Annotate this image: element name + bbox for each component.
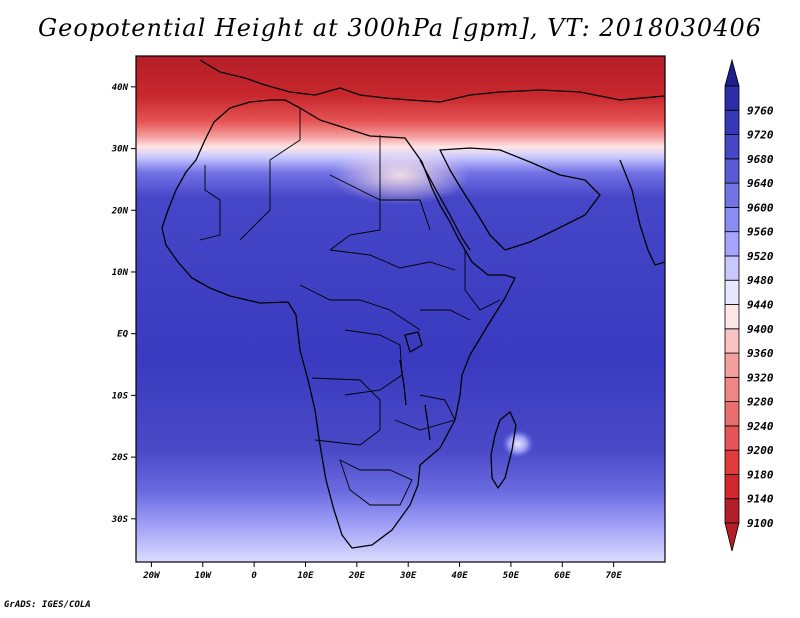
y-tick-label: 10N bbox=[112, 268, 129, 278]
colorbar-label: 9400 bbox=[747, 323, 774, 336]
y-tick-label: 20N bbox=[111, 206, 129, 216]
colorbar-segment bbox=[724, 449, 740, 475]
colorbar-label: 9200 bbox=[747, 444, 774, 457]
y-tick-label: EQ bbox=[117, 330, 128, 340]
x-tick-label: 40E bbox=[451, 571, 468, 581]
x-tick-label: 70E bbox=[606, 571, 623, 581]
y-tick-label: 40N bbox=[112, 83, 129, 93]
colorbar-label: 9760 bbox=[747, 104, 774, 117]
colorbar-label: 9140 bbox=[747, 493, 774, 506]
colorbar-label: 9100 bbox=[747, 517, 774, 530]
colorbar-segment bbox=[724, 474, 740, 500]
y-tick-label: 10S bbox=[112, 391, 129, 401]
colorbar-segment bbox=[724, 376, 740, 403]
plot-area bbox=[135, 55, 666, 563]
colorbar-label: 9680 bbox=[747, 153, 774, 166]
x-tick-label: 30E bbox=[399, 571, 417, 581]
colorbar-segment bbox=[724, 109, 740, 135]
colorbar-label: 9720 bbox=[747, 129, 774, 142]
x-tick-label: 20W bbox=[142, 571, 161, 581]
colorbar-segment bbox=[724, 498, 740, 524]
colorbar-segment bbox=[724, 352, 740, 378]
y-axis: 40N 30N 20N 10N EQ 10S 20S 30S bbox=[111, 83, 136, 525]
colorbar-label: 9320 bbox=[747, 371, 774, 384]
lake-malawi bbox=[424, 404, 431, 441]
arabia-coastline bbox=[439, 147, 601, 251]
colorbar-min-arrow bbox=[724, 522, 740, 552]
india-coastline bbox=[619, 159, 665, 266]
colorbar-label: 9560 bbox=[747, 226, 774, 239]
colorbar-segment bbox=[724, 425, 740, 451]
colorbar-segment bbox=[724, 231, 740, 257]
y-tick-label: 30S bbox=[111, 515, 129, 525]
colorbar-segment bbox=[724, 401, 740, 427]
country-borders bbox=[199, 108, 501, 506]
colorbar-label: 9600 bbox=[747, 201, 774, 214]
colorbar-label: 9180 bbox=[747, 468, 774, 481]
colorbar-label: 9640 bbox=[747, 177, 774, 190]
colorbar-segment bbox=[724, 328, 740, 354]
grads-credit: GrADS: IGES/COLA bbox=[4, 600, 91, 610]
colorbar-max-arrow bbox=[724, 58, 740, 87]
map-title: Geopotential Height at 300hPa [gpm], VT:… bbox=[38, 14, 762, 42]
x-axis: 20W 10W 0 10E 20E 30E 40E 50E 60E 70E bbox=[142, 562, 622, 581]
colorbar-label: 9240 bbox=[747, 420, 774, 433]
x-tick-label: 60E bbox=[554, 571, 571, 581]
colorbar-segment bbox=[724, 158, 740, 184]
x-tick-label: 10W bbox=[195, 571, 213, 581]
red-sea-coast bbox=[419, 159, 471, 251]
colorbar-segment bbox=[724, 182, 740, 208]
colorbar-label: 9440 bbox=[747, 299, 774, 312]
ridge-bulge bbox=[330, 145, 470, 205]
x-tick-label: 10E bbox=[297, 571, 314, 581]
y-tick-label: 30N bbox=[111, 145, 129, 155]
colorbar-label: 9280 bbox=[747, 396, 774, 409]
lake-victoria bbox=[404, 331, 423, 353]
height-field bbox=[136, 56, 665, 562]
x-tick-label: 50E bbox=[503, 571, 520, 581]
x-tick-label: 0 bbox=[251, 571, 257, 581]
europe-coastline bbox=[199, 59, 665, 103]
colorbar-segment bbox=[724, 255, 740, 281]
plot-frame bbox=[135, 55, 666, 563]
x-tick-label: 20E bbox=[348, 571, 366, 581]
y-tick-label: 20S bbox=[111, 453, 129, 463]
madagascar-coastline bbox=[490, 411, 517, 489]
colorbar-label: 9360 bbox=[747, 347, 774, 360]
colorbar-segment bbox=[724, 206, 740, 233]
colorbar: 9100 9140 9180 9200 9240 9280 9320 9360 9400 9440… bbox=[724, 58, 774, 552]
low-height-spot bbox=[500, 428, 536, 460]
colorbar-label: 9520 bbox=[747, 250, 774, 263]
colorbar-segment bbox=[724, 134, 740, 160]
colorbar-segment bbox=[724, 279, 740, 305]
colorbar-segment bbox=[724, 85, 740, 111]
colorbar-segment bbox=[724, 304, 740, 330]
colorbar-label: 9480 bbox=[747, 274, 774, 287]
